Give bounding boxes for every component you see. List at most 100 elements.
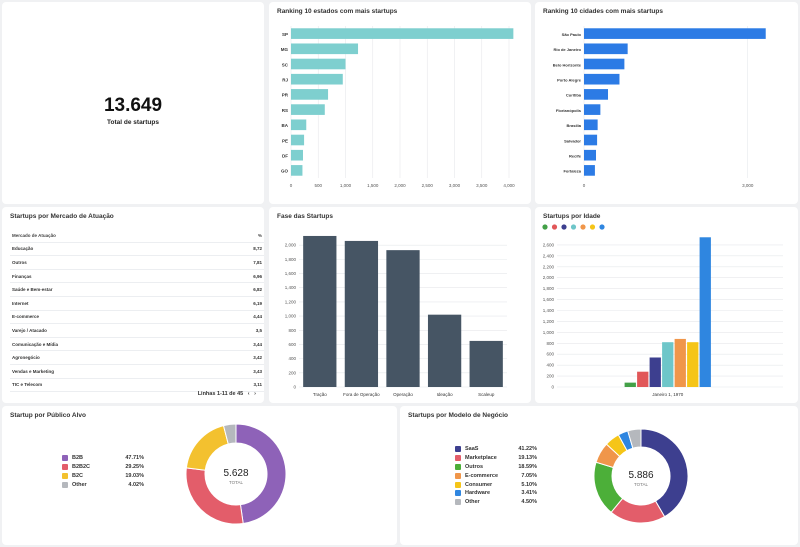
table-cell: Vendas e Marketing [10, 364, 220, 379]
bar [584, 104, 601, 115]
y-tick-label: Belo Horizonte [553, 62, 582, 67]
bar [584, 134, 598, 146]
y-tick-label: 2,000 [543, 275, 555, 280]
y-tick-label: Curitiba [566, 93, 582, 98]
x-tick-label: 4,000 [503, 183, 515, 188]
bar [624, 382, 636, 387]
column-header[interactable]: % [220, 229, 264, 243]
y-tick-label: PR [282, 93, 289, 98]
x-tick-label: Tração [313, 392, 327, 397]
bar [687, 342, 699, 387]
legend-item[interactable]: E-commerce 7.05% [455, 471, 537, 480]
bar [699, 237, 711, 387]
y-tick-label: 200 [546, 374, 554, 379]
bar [291, 89, 329, 100]
legend-label: SaaS [465, 446, 479, 453]
y-tick-label: GO [281, 169, 289, 174]
table-cell: Finanças [10, 269, 220, 284]
table-cell: 4,44 [220, 310, 264, 325]
y-tick-label: 400 [546, 363, 554, 368]
age-title: Startups por Idade [543, 213, 601, 220]
kpi-value: 13.649 [103, 95, 163, 116]
bar [637, 371, 649, 387]
kpi-card: 13.649 Total de startups [2, 2, 264, 204]
bar [584, 149, 597, 161]
y-tick-label: 600 [288, 342, 296, 347]
legend-item[interactable]: Hardware 3.41% [455, 489, 537, 498]
donut-total: 5.628 [223, 468, 248, 479]
column-header[interactable]: Mercado de Atuação [10, 229, 220, 243]
table-cell: 6,96 [220, 269, 264, 284]
legend-swatch [455, 472, 461, 479]
legend-item[interactable]: Outros 18.59% [455, 463, 537, 472]
y-tick-label: 1,600 [543, 297, 555, 302]
legend-item[interactable]: SaaS 41.22% [455, 445, 537, 454]
bar [584, 28, 766, 39]
legend-item[interactable]: Marketplace 19.13% [455, 454, 537, 463]
phase-title: Fase das Startups [277, 213, 333, 220]
y-tick-label: 1,400 [543, 308, 555, 313]
legend-dot-icon [599, 224, 605, 230]
bar [584, 73, 620, 85]
legend-item[interactable]: B2C 19.03% [62, 472, 144, 481]
table-row: Outros 7,81 [10, 255, 264, 270]
chevron-right-icon[interactable]: › [254, 391, 256, 397]
legend-percent: 18.59% [518, 463, 537, 470]
bar [291, 149, 303, 161]
bar [584, 165, 595, 176]
legend-dot-icon [589, 224, 596, 230]
y-tick-label: 600 [546, 352, 554, 357]
y-tick-label: Salvador [564, 138, 581, 143]
table-cell: 8,72 [220, 242, 264, 257]
legend-dot-icon [561, 224, 567, 230]
x-tick-label: 3,000 [742, 183, 754, 188]
y-tick-label: 1,600 [285, 271, 297, 276]
table-row: Vendas e Marketing 3,43 [10, 364, 264, 379]
legend-label: B2B [72, 455, 84, 462]
table-cell: Agronegócio [10, 350, 220, 365]
x-tick-label: 1,500 [367, 183, 379, 188]
age-chart: 0 200 400 600 800 1,000 1,200 1,400 1,600 1,800 2,… [542, 224, 783, 397]
legend-swatch [455, 455, 461, 462]
y-tick-label: 1,800 [285, 257, 297, 262]
y-tick-label: Fortaleza [563, 169, 581, 174]
y-tick-label: 2,200 [543, 264, 555, 269]
chevron-left-icon[interactable]: ‹ [247, 391, 250, 397]
legend-item[interactable]: B2B2C 29.25% [62, 463, 144, 472]
legend-label: B2B2C [72, 464, 91, 471]
table-cell: Outros [10, 255, 220, 270]
legend-swatch [62, 464, 68, 471]
y-tick-label: 2,600 [543, 242, 555, 247]
y-tick-label: RJ [282, 77, 288, 82]
table-cell: 7,81 [220, 255, 264, 270]
bar [469, 340, 503, 387]
legend-percent: 19.13% [518, 455, 537, 462]
legend-swatch [455, 499, 461, 506]
legend-label: Marketplace [465, 455, 497, 462]
y-tick-label: 1,400 [285, 285, 297, 290]
legend-item[interactable]: B2B 47.71% [62, 454, 144, 463]
x-tick-label: 3,000 [449, 183, 461, 188]
y-tick-label: Florianópolis [556, 108, 582, 113]
bar [303, 235, 337, 387]
legend-percent: 5.10% [521, 481, 537, 488]
legend-item[interactable]: Consumer 5.10% [455, 480, 537, 489]
table-row: Educação 8,72 [10, 242, 264, 257]
bar [674, 338, 686, 387]
bar [291, 119, 307, 131]
cities-card: Ranking 10 cidades com mais startups 0 3,… [535, 2, 798, 204]
legend-item[interactable]: Other 4.02% [62, 480, 144, 489]
audience-title: Startup por Público Alvo [10, 412, 86, 419]
y-tick-label: Porto Alegre [557, 77, 582, 82]
y-tick-label: SC [282, 62, 289, 67]
y-tick-label: RS [282, 108, 288, 113]
donut-slice [185, 424, 229, 471]
legend-percent: 7.05% [521, 472, 537, 479]
x-tick-label: 2,000 [394, 183, 406, 188]
legend-percent: 47.71% [125, 455, 144, 462]
states-title: Ranking 10 estados com mais startups [277, 8, 398, 15]
table-cell: 6,19 [220, 296, 264, 311]
legend-item[interactable]: Other 4.50% [455, 498, 537, 507]
states-card: Ranking 10 estados com mais startups 0 50… [269, 2, 531, 204]
